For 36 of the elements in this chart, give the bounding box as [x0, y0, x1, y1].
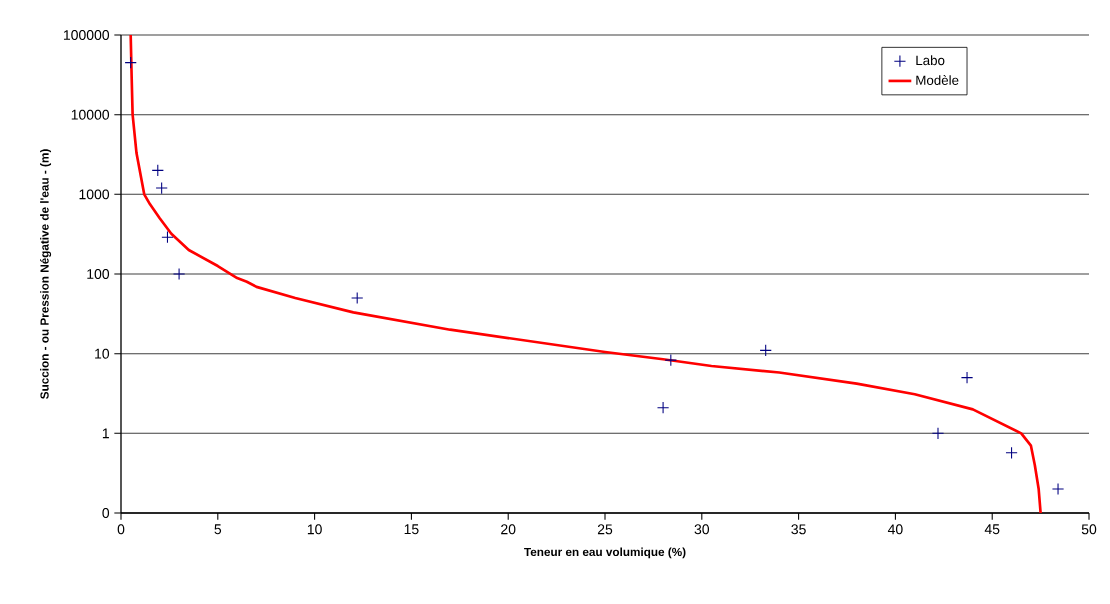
line-series — [129, 35, 1042, 513]
x-tick-label: 35 — [791, 524, 806, 535]
y-axis-title: Succion - ou Pression Négative de l'eau - (m) — [40, 149, 52, 399]
y-tick-label: 100 — [87, 269, 110, 279]
point — [151, 164, 164, 177]
legend-label: Modèle — [916, 75, 959, 85]
y-tick-label: 1 — [102, 428, 109, 439]
legend-label: Labo — [916, 55, 945, 66]
point — [124, 56, 137, 69]
x-tick-label: 15 — [404, 524, 419, 535]
point — [656, 401, 670, 414]
x-tick-label: 10 — [307, 524, 322, 535]
x-tick-label: 25 — [597, 524, 613, 535]
point — [172, 267, 186, 281]
point — [1051, 482, 1065, 496]
point — [161, 231, 174, 244]
x-tick-label: 40 — [887, 524, 903, 535]
point — [960, 371, 974, 384]
x-tick-label: 45 — [984, 524, 1000, 535]
y-tick-label: 10000 — [71, 109, 110, 120]
y-tick-label: 1000 — [79, 189, 110, 200]
y-tick-label: 0 — [102, 508, 110, 518]
point — [1005, 446, 1018, 459]
point — [931, 427, 945, 440]
x-tick-label: 5 — [214, 524, 222, 535]
x-tick-label: 50 — [1081, 524, 1097, 535]
y-tick-label: 100000 — [63, 30, 110, 40]
x-tick-label: 30 — [694, 524, 710, 535]
point — [759, 344, 772, 357]
point — [351, 291, 364, 305]
x-axis-title: Teneur en eau volumique (%) — [524, 547, 686, 559]
x-tick-label: 20 — [501, 524, 516, 535]
point — [155, 181, 168, 195]
y-tick-label: 10 — [95, 348, 110, 359]
x-tick-label: 0 — [117, 524, 125, 535]
point — [664, 353, 677, 367]
